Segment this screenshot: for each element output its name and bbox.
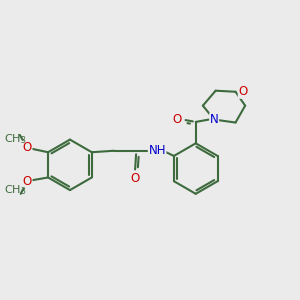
Text: O: O xyxy=(23,175,32,188)
Text: NH: NH xyxy=(148,144,166,157)
Text: O: O xyxy=(130,172,140,185)
Text: O: O xyxy=(238,85,248,98)
Text: CH$_3$: CH$_3$ xyxy=(4,184,26,197)
Text: N: N xyxy=(210,113,218,126)
Text: O: O xyxy=(23,141,32,154)
Text: O: O xyxy=(173,113,182,126)
Text: CH$_3$: CH$_3$ xyxy=(4,133,26,146)
